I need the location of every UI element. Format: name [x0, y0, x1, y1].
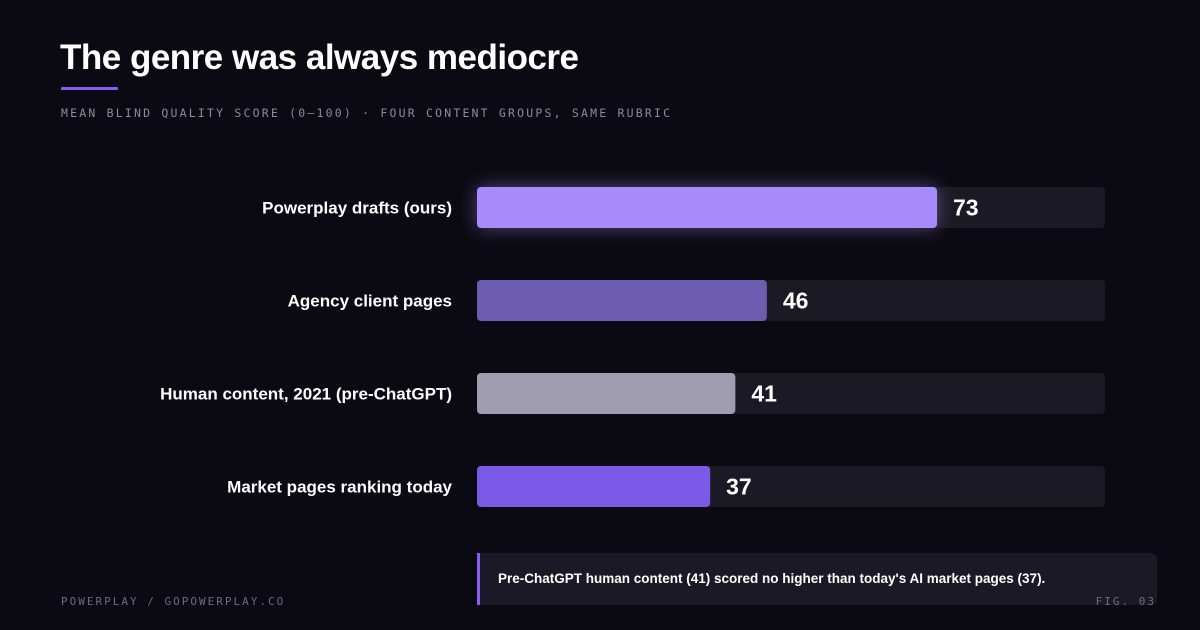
title-underline — [61, 87, 118, 90]
category-label: Agency client pages — [288, 292, 452, 311]
footer-brand: POWERPLAY / GOPOWERPLAY.CO — [61, 595, 286, 608]
category-label: Market pages ranking today — [227, 478, 452, 497]
value-label: 73 — [953, 195, 979, 221]
bar — [477, 187, 937, 228]
value-label: 46 — [783, 288, 809, 314]
bar — [477, 373, 736, 414]
chart-subtitle: MEAN BLIND QUALITY SCORE (0–100) · FOUR … — [61, 106, 673, 120]
category-label: Powerplay drafts (ours) — [262, 199, 452, 218]
page-title: The genre was always mediocre — [60, 38, 579, 77]
value-label: 41 — [751, 381, 777, 407]
callout-text: Pre-ChatGPT human content (41) scored no… — [498, 571, 1046, 586]
figure-number: FIG. 03 — [1095, 595, 1156, 608]
value-label: 37 — [726, 474, 752, 500]
callout-box: Pre-ChatGPT human content (41) scored no… — [477, 553, 1157, 605]
bar — [477, 280, 767, 321]
category-label: Human content, 2021 (pre-ChatGPT) — [160, 385, 452, 404]
bar — [477, 466, 711, 507]
